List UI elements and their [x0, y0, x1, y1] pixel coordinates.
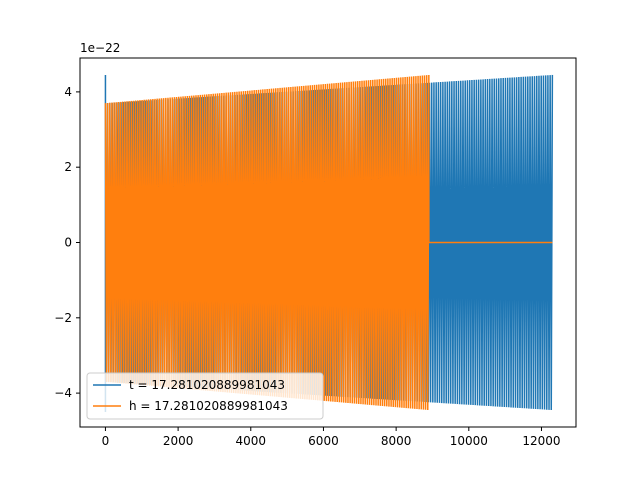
- y-tick-label: −2: [54, 311, 72, 325]
- x-tick-label: 0: [102, 434, 110, 448]
- legend: t = 17.281020889981043 h = 17.28102088998…: [86, 372, 324, 420]
- y-tick-label: 0: [64, 236, 72, 250]
- x-tick-label: 8000: [381, 434, 412, 448]
- x-tick-label: 4000: [236, 434, 267, 448]
- axes: 0 2000 4000 6000 8000 10000 12000 −4 −2 0 2 4: [54, 57, 577, 448]
- legend-box: [86, 372, 324, 420]
- x-tick-label: 6000: [308, 434, 339, 448]
- x-tick-label: 2000: [163, 434, 194, 448]
- legend-label-1: t = 17.281020889981043: [129, 378, 285, 392]
- x-tick-label: 10000: [450, 434, 488, 448]
- y-tick-label: 2: [64, 160, 72, 174]
- y-tick-label: −4: [54, 386, 72, 400]
- y-tick-label: 4: [64, 85, 72, 99]
- x-tick-label: 12000: [522, 434, 560, 448]
- y-offset-label: 1e−22: [80, 41, 120, 55]
- legend-label-2: h = 17.281020889981043: [129, 399, 288, 413]
